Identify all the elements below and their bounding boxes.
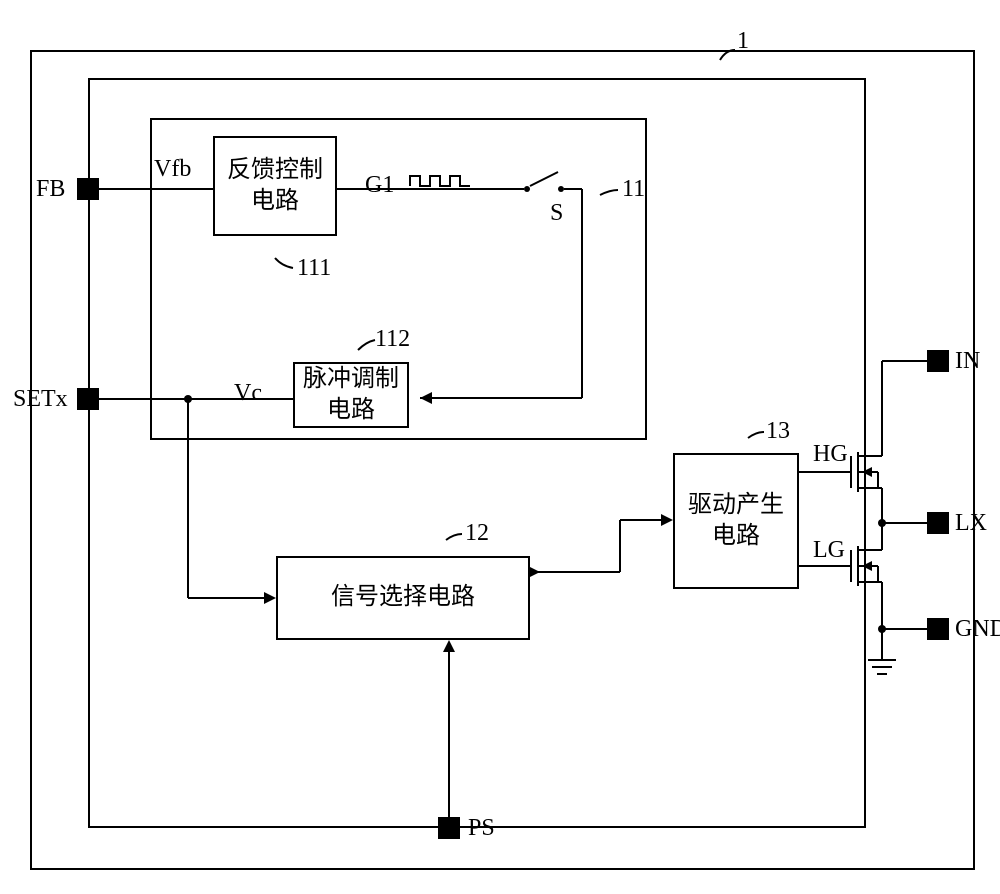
mosfet-hg-icon xyxy=(851,361,882,523)
wiring-svg xyxy=(0,0,1000,894)
mosfet-lg-icon xyxy=(851,523,882,648)
pulse-icon xyxy=(410,176,470,186)
ground-icon xyxy=(868,648,896,674)
diagram-canvas: 反馈控制 电路 脉冲调制 电路 信号选择电路 驱动产生 电路 FB SETx P… xyxy=(0,0,1000,894)
